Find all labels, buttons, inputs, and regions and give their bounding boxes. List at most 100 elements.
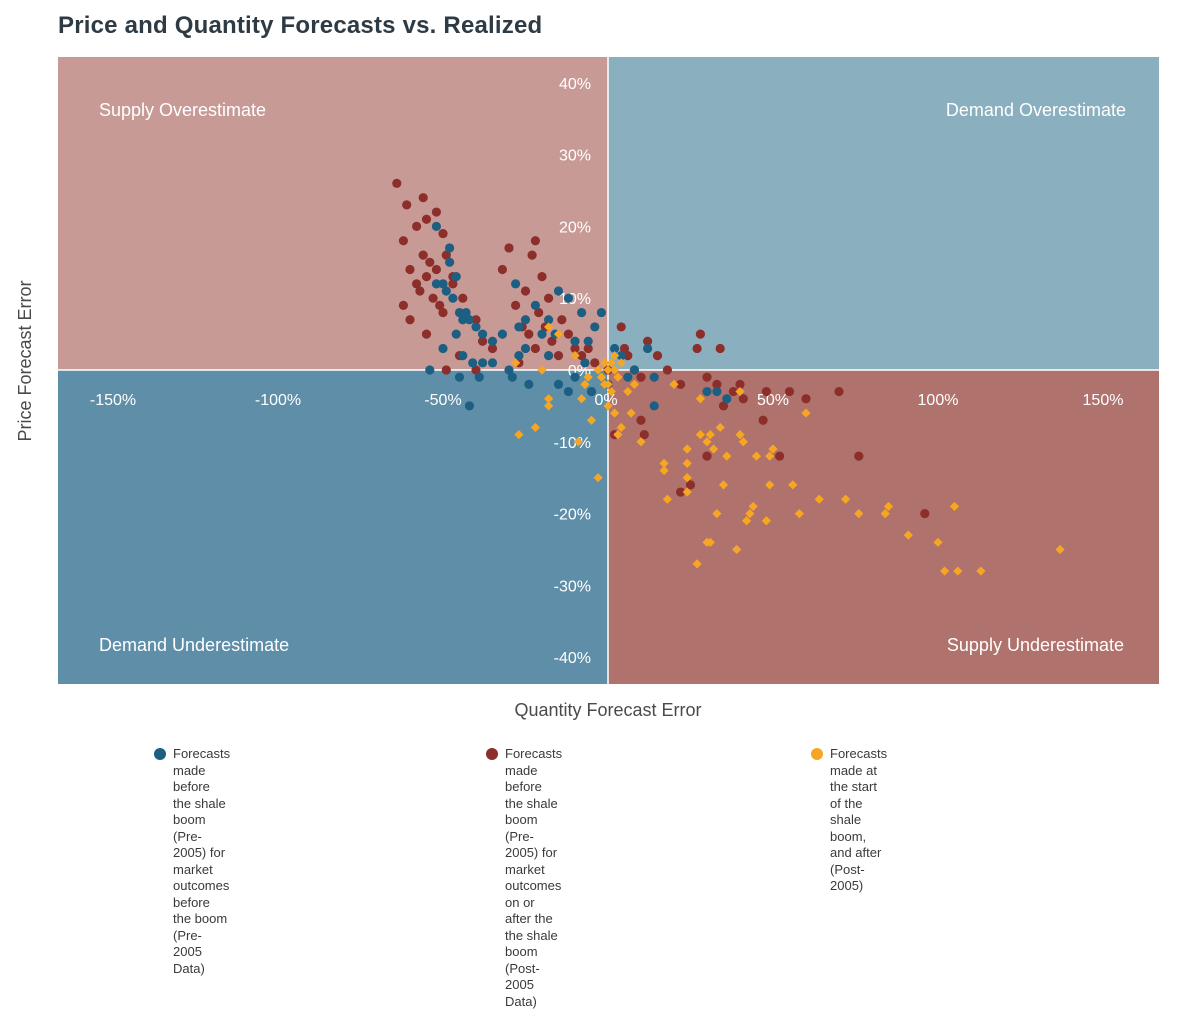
data-point-post2005 xyxy=(738,437,748,447)
data-point-pre2005-after xyxy=(510,300,521,310)
data-point-pre2005-after xyxy=(702,451,712,461)
data-point-pre2005-before xyxy=(530,300,541,310)
legend-label-pre2005-before: Forecasts made before the shale boom (Pr… xyxy=(173,746,231,976)
data-point-post2005 xyxy=(695,430,705,440)
data-point-pre2005-after xyxy=(784,386,795,397)
data-point-pre2005-after xyxy=(728,386,739,397)
data-point-pre2005-before xyxy=(544,351,554,361)
data-point-post2005 xyxy=(702,537,712,547)
data-point-post2005 xyxy=(748,501,758,512)
data-point-post2005 xyxy=(761,516,771,526)
data-point-pre2005-before xyxy=(563,293,574,303)
quadrant-label-supply-overestimate: Supply Overestimate xyxy=(99,100,266,120)
data-point-pre2005-after xyxy=(715,343,725,354)
y-tick-label: 10% xyxy=(559,291,591,308)
data-point-pre2005-after xyxy=(557,315,567,325)
data-point-post2005 xyxy=(662,494,672,504)
data-point-pre2005-before xyxy=(514,322,524,332)
data-point-post2005 xyxy=(613,430,623,440)
data-point-pre2005-after xyxy=(544,293,554,303)
data-point-pre2005-before xyxy=(445,243,455,253)
data-point-pre2005-after xyxy=(438,307,448,318)
data-point-post2005 xyxy=(722,451,732,461)
data-point-pre2005-after xyxy=(712,379,722,389)
data-point-pre2005-after xyxy=(676,487,686,497)
data-point-post2005 xyxy=(600,379,610,389)
data-point-pre2005-after xyxy=(412,279,422,289)
data-point-pre2005-before xyxy=(438,279,448,289)
data-point-pre2005-after xyxy=(398,300,408,310)
data-point-pre2005-before xyxy=(583,336,593,346)
data-point-post2005 xyxy=(751,451,762,461)
data-point-post2005 xyxy=(553,329,564,339)
data-point-pre2005-before xyxy=(510,279,521,289)
legend-marker-pre2005-before xyxy=(154,748,166,760)
data-point-post2005 xyxy=(580,379,590,389)
data-point-pre2005-before xyxy=(537,329,547,339)
data-point-pre2005-after xyxy=(553,351,564,361)
y-tick-label: 20% xyxy=(559,219,591,236)
data-point-post2005 xyxy=(544,322,554,332)
data-point-post2005 xyxy=(544,401,554,411)
data-point-post2005 xyxy=(514,430,524,440)
data-point-post2005 xyxy=(715,422,725,433)
x-tick-label: -150% xyxy=(90,392,136,409)
data-point-pre2005-before xyxy=(504,365,514,375)
data-point-pre2005-before xyxy=(451,272,461,282)
data-point-pre2005-before xyxy=(553,286,564,296)
data-point-pre2005-after xyxy=(441,365,451,375)
data-point-pre2005-after xyxy=(692,343,702,354)
data-point-post2005 xyxy=(626,408,636,418)
data-point-pre2005-after xyxy=(534,307,544,318)
data-point-pre2005-before xyxy=(487,358,498,368)
data-point-pre2005-after xyxy=(577,351,587,361)
data-point-pre2005-after xyxy=(530,343,541,354)
data-point-pre2005-after xyxy=(487,343,498,354)
data-point-pre2005-before xyxy=(524,379,534,389)
data-point-pre2005-before xyxy=(438,343,448,354)
data-point-post2005 xyxy=(702,437,712,447)
y-tick-label: -40% xyxy=(554,650,591,667)
data-point-post2005 xyxy=(593,365,603,375)
data-point-post2005 xyxy=(732,544,742,555)
data-point-post2005 xyxy=(695,394,705,404)
data-point-pre2005-after xyxy=(761,386,772,397)
data-point-post2005 xyxy=(659,458,669,468)
scatter-chart: Supply Overestimate Demand Overestimate De… xyxy=(15,57,1159,720)
data-point-pre2005-after xyxy=(415,286,425,296)
x-tick-label: 150% xyxy=(1083,392,1124,409)
data-point-pre2005-before xyxy=(629,365,640,375)
y-axis-title: Price Forecast Error xyxy=(15,280,35,441)
data-point-pre2005-after xyxy=(471,315,481,325)
x-tick-label: 50% xyxy=(757,392,789,409)
data-point-post2005 xyxy=(511,358,521,368)
data-point-post2005 xyxy=(616,422,626,433)
data-point-pre2005-after xyxy=(478,336,488,346)
data-point-post2005 xyxy=(570,351,580,361)
data-point-post2005 xyxy=(603,401,613,411)
quadrant-demand-underestimate xyxy=(58,370,608,684)
data-point-post2005 xyxy=(682,458,692,468)
data-point-post2005 xyxy=(801,408,811,418)
data-point-pre2005-before xyxy=(454,372,465,382)
data-point-pre2005-after xyxy=(801,394,811,404)
data-point-post2005 xyxy=(1055,544,1065,555)
data-point-pre2005-after xyxy=(547,336,557,346)
data-point-post2005 xyxy=(682,444,692,454)
data-point-post2005 xyxy=(682,487,692,497)
data-point-post2005 xyxy=(636,437,646,447)
data-point-post2005 xyxy=(880,509,890,519)
data-point-pre2005-after xyxy=(441,250,451,260)
data-point-pre2005-after xyxy=(920,508,930,519)
data-point-pre2005-before xyxy=(649,401,659,411)
quadrant-supply-overestimate xyxy=(58,57,608,370)
data-point-pre2005-before xyxy=(464,315,474,325)
data-point-pre2005-after xyxy=(702,372,712,382)
data-point-pre2005-before xyxy=(702,386,712,397)
data-point-pre2005-before xyxy=(596,307,607,318)
data-point-post2005 xyxy=(794,509,804,519)
data-point-pre2005-before xyxy=(553,379,564,389)
data-point-pre2005-after xyxy=(854,451,864,461)
data-point-post2005 xyxy=(610,408,620,418)
data-point-pre2005-after xyxy=(497,264,507,275)
